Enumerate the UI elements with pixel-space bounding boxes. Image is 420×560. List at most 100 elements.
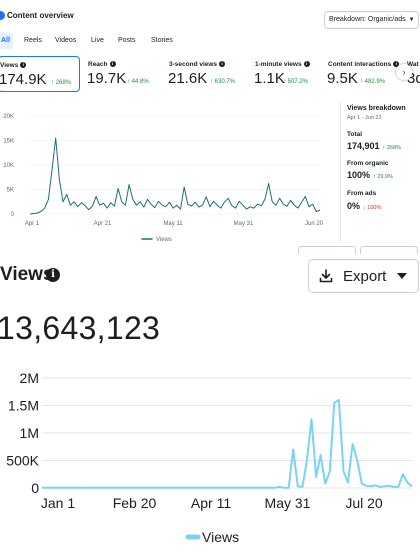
chevron-right-icon: › xyxy=(402,67,406,77)
tab-stories[interactable]: Stories xyxy=(151,37,173,44)
download-icon xyxy=(319,269,333,283)
metric-card-content-interactions[interactable]: Content interactions i 9.5K ↑ 482.9% xyxy=(327,56,402,92)
metric-label-text: 1-minute views xyxy=(255,61,302,68)
y-tick-label: 20K xyxy=(3,114,14,120)
overview-header: Content overview Breakdown: Organic/ads ▼ xyxy=(0,4,420,29)
y-tick-label: 1.5M xyxy=(8,398,39,414)
caret-down-icon xyxy=(397,273,407,279)
views-section-title: Views xyxy=(0,264,54,285)
views-breakdown-dates: Apr 1 - Jun 22 xyxy=(347,115,382,121)
overview-title: Content overview xyxy=(7,11,74,20)
total-value: 174,901 xyxy=(347,141,380,151)
metric-card-3-second-views[interactable]: 3-second views i 21.6K ↑ 630.7% xyxy=(168,56,250,92)
series-line xyxy=(29,137,321,215)
tab-reels[interactable]: Reels xyxy=(24,37,42,44)
x-tick-label: Apr 21 xyxy=(94,221,112,227)
organic-label: From organic xyxy=(347,160,389,167)
metric-value: 9.5K xyxy=(327,70,358,87)
export-label: Export xyxy=(343,268,387,285)
ads-label: From ads xyxy=(347,190,377,197)
x-tick-label: Jun 20 xyxy=(305,221,324,227)
total-label: Total xyxy=(347,131,363,138)
series-line xyxy=(41,399,413,489)
partial-button[interactable] xyxy=(360,246,418,254)
breakdown-dropdown[interactable]: Breakdown: Organic/ads ▼ xyxy=(324,11,419,29)
x-tick-label: Jan 1 xyxy=(41,495,75,511)
y-tick-label: 15K xyxy=(3,139,14,145)
y-tick-label: 10K xyxy=(3,163,14,169)
tab-live[interactable]: Live xyxy=(91,37,104,44)
views-line-chart-small: 0 5K 10K 15K 20K Apr 1 Apr 21 May 11 May 31 Jun 2… xyxy=(0,104,335,244)
tab-videos[interactable]: Videos xyxy=(55,37,77,44)
metric-label: Content interactions i xyxy=(328,61,400,68)
info-icon: i xyxy=(303,61,310,68)
y-tick-label: 0 xyxy=(31,480,39,496)
metric-label: Views i xyxy=(0,62,27,69)
partial-button[interactable] xyxy=(298,246,356,254)
metric-value: 1.1K xyxy=(254,70,285,87)
metrics-row: Views i 174.9K ↑ 268% Reach i 19.7K ↑ 44.8… xyxy=(0,56,420,94)
info-icon: i xyxy=(20,62,27,69)
legend-label: Views xyxy=(202,529,239,545)
large-chart-svg: 0 500K 1M 1.5M 2M Jan 1 Feb 20 Apr 11 May 31 Jul … xyxy=(6,370,413,545)
metric-value: 174.9K xyxy=(0,71,47,88)
views-breakdown-title: Views breakdown xyxy=(347,105,406,112)
y-tick-label: 2M xyxy=(20,370,39,386)
metric-label: Reach i xyxy=(88,61,116,68)
overview-icon xyxy=(0,11,5,20)
views-line-chart-large: 0 500K 1M 1.5M 2M Jan 1 Feb 20 Apr 11 May 31 Jul … xyxy=(0,365,420,560)
metric-label-text: Reach xyxy=(88,61,108,68)
metric-label: 1-minute views i xyxy=(255,61,310,68)
metric-change: ↑ 630.7% xyxy=(210,79,236,85)
legend-label: Views xyxy=(156,237,172,243)
metric-label-text: Content interactions xyxy=(328,61,392,68)
x-tick-label: May 11 xyxy=(163,221,183,227)
info-icon[interactable]: i xyxy=(46,268,60,282)
ads-value: 0% xyxy=(347,201,361,211)
info-icon: i xyxy=(393,61,400,68)
y-tick-label: 0 xyxy=(11,212,15,218)
x-tick-label: Apr 1 xyxy=(25,221,40,227)
metric-card-views[interactable]: Views i 174.9K ↑ 268% xyxy=(0,56,80,92)
x-tick-label: May 31 xyxy=(265,495,311,511)
total-change: ↑ 268% xyxy=(382,145,401,151)
small-chart-svg: 0 5K 10K 15K 20K Apr 1 Apr 21 May 11 May 31 Jun 2… xyxy=(3,114,324,243)
ads-value-row: 0% ↓ 100% xyxy=(347,201,381,211)
export-button[interactable]: Export xyxy=(308,259,419,293)
views-breakdown-panel: Views breakdown Apr 1 - Jun 22 Total 174… xyxy=(340,102,420,242)
content-overview-panel: Content overview Breakdown: Organic/ads ▼… xyxy=(0,0,420,254)
content-tabs: All Reels Videos Live Posts Stories xyxy=(0,33,420,49)
y-tick-label: 5K xyxy=(7,188,14,194)
ads-change: ↓ 100% xyxy=(363,205,382,211)
breakdown-label: Breakdown: Organic/ads xyxy=(329,16,406,23)
total-value-row: 174,901 ↑ 268% xyxy=(347,141,401,151)
x-tick-label: May 31 xyxy=(234,221,254,227)
tab-all[interactable]: All xyxy=(0,33,13,49)
info-icon: i xyxy=(109,61,116,68)
metric-change: ↑ 44.8% xyxy=(127,79,149,85)
y-tick-label: 1M xyxy=(20,425,39,441)
metric-value: 21.6K xyxy=(168,70,208,87)
tab-posts[interactable]: Posts xyxy=(118,37,136,44)
info-icon: i xyxy=(219,61,226,68)
organic-value: 100% xyxy=(347,170,371,180)
metric-value: 19.7K xyxy=(87,70,127,87)
metric-change: ↑ 482.9% xyxy=(360,79,386,85)
chevron-down-icon: ▼ xyxy=(408,17,415,23)
metric-label-text: Views xyxy=(0,62,19,69)
y-tick-label: 500K xyxy=(6,453,39,469)
metric-card-reach[interactable]: Reach i 19.7K ↑ 44.8% xyxy=(87,56,169,92)
x-tick-label: Feb 20 xyxy=(113,495,157,511)
views-total: 13,643,123 xyxy=(0,310,161,346)
metric-change: ↑ 268% xyxy=(51,80,72,86)
metric-label-text: 3-second views xyxy=(169,61,218,68)
x-tick-label: Apr 11 xyxy=(191,495,231,511)
metric-label: Wat xyxy=(407,61,419,68)
metric-change: ↑ 507.2% xyxy=(283,79,309,85)
metric-card-1-minute-views[interactable]: 1-minute views i 1.1K ↑ 507.2% xyxy=(254,56,336,92)
next-metrics-button[interactable]: › xyxy=(396,64,412,80)
x-tick-label: Jul 20 xyxy=(345,495,383,511)
organic-value-row: 100% ↑ 29.9% xyxy=(347,170,393,180)
metric-label: 3-second views i xyxy=(169,61,226,68)
organic-change: ↑ 29.9% xyxy=(373,174,393,180)
